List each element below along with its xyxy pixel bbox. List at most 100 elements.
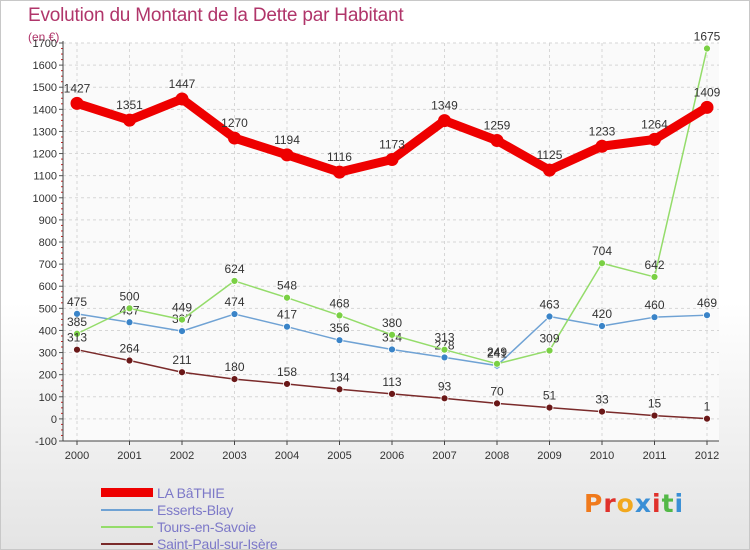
data-label: 463 <box>539 298 559 312</box>
data-label: 417 <box>277 308 297 322</box>
data-point <box>543 163 556 177</box>
data-point <box>283 322 291 331</box>
data-point <box>440 394 449 403</box>
data-point <box>73 329 81 338</box>
legend-label: LA BâTHIE <box>157 484 225 501</box>
y-tick-label: 1000 <box>33 193 57 205</box>
data-label: 1409 <box>694 85 721 99</box>
data-label: 1173 <box>379 138 405 152</box>
legend-swatch <box>101 488 153 497</box>
data-point <box>283 380 291 388</box>
data-point <box>388 345 396 354</box>
data-label: 1270 <box>221 116 248 130</box>
data-point <box>228 131 241 145</box>
data-label: 33 <box>595 393 609 407</box>
proxiti-logo: Proxiti <box>584 489 684 518</box>
x-tick-label: 2010 <box>590 450 614 462</box>
data-label: 1264 <box>641 117 668 131</box>
data-label: 249 <box>487 345 507 359</box>
data-point <box>598 259 606 268</box>
x-tick-label: 2008 <box>485 450 509 462</box>
data-point <box>493 399 501 408</box>
y-tick-label: 900 <box>39 215 57 227</box>
data-label: 15 <box>648 397 662 411</box>
y-tick-label: 100 <box>39 392 57 404</box>
data-label: 469 <box>697 296 717 310</box>
logo-letter: r <box>603 489 617 518</box>
data-point <box>490 134 504 148</box>
data-point <box>595 139 609 153</box>
data-label: 180 <box>224 360 244 374</box>
data-label: 474 <box>224 295 244 309</box>
logo-letter: i <box>652 489 662 518</box>
data-label: 113 <box>382 375 401 389</box>
chart-title: Evolution du Montant de la Dette par Hab… <box>28 5 404 26</box>
data-label: 1116 <box>327 150 352 164</box>
data-label: 468 <box>329 296 349 310</box>
data-label: 313 <box>67 331 87 345</box>
data-point <box>230 310 239 318</box>
data-point <box>388 330 396 339</box>
x-tick-label: 2002 <box>170 450 194 462</box>
data-point <box>650 273 659 281</box>
legend-swatch <box>101 508 153 511</box>
x-tick-label: 2003 <box>222 450 246 462</box>
y-tick-label: 300 <box>39 348 57 360</box>
data-point <box>70 96 84 110</box>
data-label: 420 <box>592 307 612 321</box>
data-label: 313 <box>434 331 454 345</box>
data-point <box>125 304 134 313</box>
data-point <box>700 100 714 114</box>
legend-item: Tours-en-Savoie <box>101 518 278 535</box>
data-label: 1259 <box>484 119 511 133</box>
data-point <box>73 309 81 318</box>
y-tick-label: -100 <box>35 436 57 448</box>
data-point <box>440 353 449 362</box>
data-label: 1427 <box>64 81 91 95</box>
logo-letter: t <box>661 489 675 518</box>
data-label: 264 <box>119 342 139 356</box>
data-point <box>73 345 81 354</box>
data-point <box>333 165 346 179</box>
data-point <box>230 277 239 285</box>
data-label: 500 <box>119 289 139 303</box>
data-label: 356 <box>329 321 349 335</box>
y-tick-label: 800 <box>39 237 57 249</box>
data-point <box>703 44 711 53</box>
data-point <box>438 114 451 128</box>
chart-legend: LA BâTHIE Esserts-Blay Tours-en-Savoie Sain… <box>101 484 278 549</box>
x-tick-label: 2005 <box>327 450 351 462</box>
legend-label: Tours-en-Savoie <box>157 518 256 535</box>
data-point <box>178 315 186 324</box>
x-tick-label: 2007 <box>432 450 456 462</box>
data-label: 70 <box>490 384 504 398</box>
data-point <box>125 318 134 327</box>
data-point <box>280 148 294 162</box>
data-point <box>703 311 711 320</box>
x-tick-label: 2011 <box>643 450 667 462</box>
data-point <box>545 312 554 321</box>
logo-letter: o <box>616 489 635 518</box>
data-label: 1675 <box>694 30 721 44</box>
data-label: 1194 <box>274 133 300 147</box>
data-point <box>440 345 449 354</box>
data-point <box>335 311 344 320</box>
data-label: 158 <box>277 365 297 379</box>
y-tick-label: 1300 <box>33 126 57 138</box>
y-tick-label: 200 <box>39 370 57 382</box>
legend-swatch <box>101 542 153 545</box>
data-label: 1447 <box>169 77 196 91</box>
data-label: 51 <box>543 389 557 403</box>
data-point <box>175 92 189 106</box>
legend-item: LA BâTHIE <box>101 484 278 501</box>
data-label: 134 <box>329 370 349 384</box>
y-tick-label: 400 <box>39 325 57 337</box>
y-tick-label: 600 <box>39 281 57 293</box>
data-point <box>598 407 606 416</box>
data-label: 241 <box>487 347 507 361</box>
data-label: 704 <box>592 244 612 258</box>
data-point <box>178 368 186 377</box>
y-tick-label: 1200 <box>33 149 57 161</box>
data-label: 642 <box>644 258 664 272</box>
data-point <box>230 375 239 383</box>
